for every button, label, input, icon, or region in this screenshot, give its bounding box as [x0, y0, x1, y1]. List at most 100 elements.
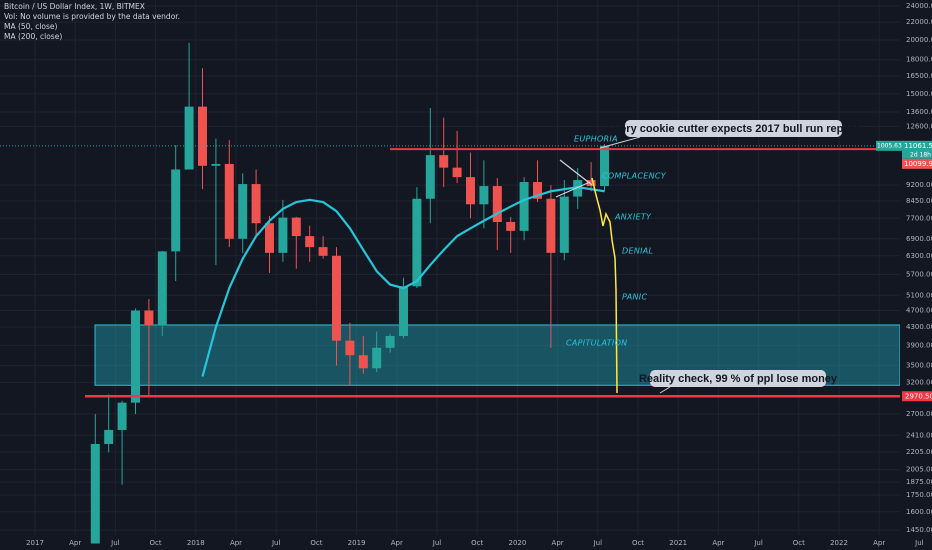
candle-body [533, 182, 542, 199]
y-tick-label: 1450.00 [906, 526, 932, 534]
candle-body [291, 217, 301, 237]
candle-body [117, 402, 127, 430]
x-tick-label: Jul [110, 539, 120, 547]
candle-body [439, 155, 449, 168]
candle-body [399, 286, 408, 337]
y-tick-label: 20000.00 [906, 36, 932, 44]
x-tick-label: Jul [914, 539, 924, 547]
y-tick-label: 8450.00 [906, 197, 932, 205]
support-tag-text: 2970.50 [905, 392, 932, 400]
y-tick-label: 12600.00 [906, 122, 932, 130]
y-tick-label: 1600.00 [906, 508, 932, 516]
phase-label: COMPLACENCY [602, 172, 667, 181]
change-tag [876, 140, 904, 151]
x-tick-label: 2019 [348, 539, 366, 547]
x-tick-label: Apr [69, 539, 81, 547]
x-tick-label: 2021 [669, 539, 687, 547]
price-axis [900, 0, 932, 535]
x-tick-label: 2017 [26, 539, 44, 547]
y-tick-label: 1875.00 [906, 478, 932, 486]
x-tick-label: Apr [552, 539, 564, 547]
legend-title: Bitcoin / US Dollar Index, 1W, BITMEX [4, 2, 145, 11]
candle-body [385, 336, 395, 348]
y-tick-label: 2205.00 [906, 448, 932, 456]
candle-body [278, 217, 288, 253]
candle-body [157, 251, 167, 326]
candle-body [171, 169, 181, 252]
candle-body [144, 310, 154, 326]
y-tick-label: 2700.00 [906, 410, 932, 418]
y-tick-label: 13600.00 [906, 108, 932, 116]
y-tick-label: 3500.00 [906, 362, 932, 370]
candle-body [559, 196, 569, 253]
x-tick-label: Apr [712, 539, 724, 547]
projection-path [591, 177, 618, 394]
candle-body [573, 180, 583, 197]
candle-body [184, 106, 194, 170]
ma-tag [902, 158, 932, 169]
x-tick-label: 2018 [187, 539, 205, 547]
candle-body [211, 163, 221, 166]
y-tick-label: 18000.00 [906, 56, 932, 64]
candle-body [358, 355, 368, 369]
note: Reality check, 99 % of ppl lose money [639, 373, 838, 385]
phase-label: PANIC [622, 293, 647, 302]
candle-body [251, 184, 261, 224]
candle-body [104, 429, 114, 445]
x-tick-label: Apr [391, 539, 403, 547]
support-tag [902, 391, 932, 402]
candle-body [305, 236, 315, 248]
x-tick-label: Jul [432, 539, 442, 547]
y-tick-label: 15000.00 [906, 90, 932, 98]
phase-label: EUPHORIA [574, 135, 618, 144]
candle-body [332, 255, 341, 341]
legend-line: MA (200, close) [4, 32, 62, 41]
y-tick-label: 16500.00 [906, 72, 932, 80]
y-tick-label: 24000.00 [906, 2, 932, 10]
y-tick-label: 3900.00 [906, 341, 932, 349]
candle-body [479, 186, 489, 205]
y-tick-label: 1750.00 [906, 491, 932, 499]
y-tick-label: 9200.00 [906, 181, 932, 189]
candle-body [412, 198, 422, 287]
candle-body [345, 340, 355, 356]
x-tick-label: Jul [271, 539, 281, 547]
candle-body [238, 184, 248, 239]
ma-tag-text: 10099.94 [904, 160, 932, 168]
y-tick-label: 7700.00 [906, 214, 932, 222]
x-tick-label: Oct [632, 539, 644, 547]
candle-body [372, 347, 382, 369]
lines [0, 145, 900, 398]
y-tick-label: 4300.00 [906, 323, 932, 331]
candle-body [90, 444, 100, 544]
candle-body [318, 247, 328, 256]
x-tick-label: Apr [873, 539, 885, 547]
x-tick-label: 2020 [508, 539, 526, 547]
phase-label: ANXIETY [614, 213, 652, 222]
grid [0, 0, 920, 535]
y-tick-label: 2005.00 [906, 466, 932, 474]
legend-line: Vol: No volume is provided by the data v… [4, 12, 180, 21]
y-tick-label: 4700.00 [906, 307, 932, 315]
note-pointer [599, 136, 671, 394]
phase-label: DENIAL [622, 247, 653, 256]
x-tick-label: 2022 [830, 539, 848, 547]
candle-body [586, 180, 596, 187]
candle-body [198, 106, 207, 166]
phase-label: CAPITULATION [566, 339, 627, 348]
y-tick-label: 6900.00 [906, 235, 932, 243]
y-tick-label: 5100.00 [906, 291, 932, 299]
x-tick-label: Jul [593, 539, 603, 547]
candle-body [224, 163, 234, 239]
candle-body [506, 221, 516, 231]
candle-body [546, 198, 556, 253]
candle-body [265, 223, 274, 253]
note-box [650, 370, 826, 387]
x-tick-label: Jul [753, 539, 763, 547]
axes: 24000.00 22000.00 20000.00 18000.00 16500.00… [26, 2, 932, 547]
candle-body [452, 167, 462, 178]
candle-body [425, 155, 435, 199]
